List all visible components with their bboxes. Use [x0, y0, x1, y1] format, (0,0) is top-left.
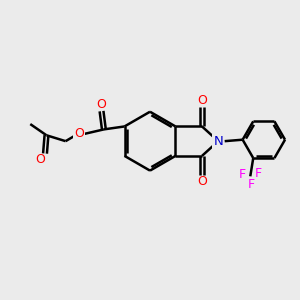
Text: O: O	[198, 94, 208, 107]
Text: O: O	[74, 127, 84, 140]
Text: O: O	[198, 175, 208, 188]
Text: O: O	[96, 98, 106, 111]
Text: F: F	[255, 167, 262, 180]
Text: F: F	[248, 178, 255, 191]
Text: F: F	[238, 168, 246, 181]
Text: O: O	[35, 153, 45, 166]
Text: N: N	[213, 135, 223, 148]
